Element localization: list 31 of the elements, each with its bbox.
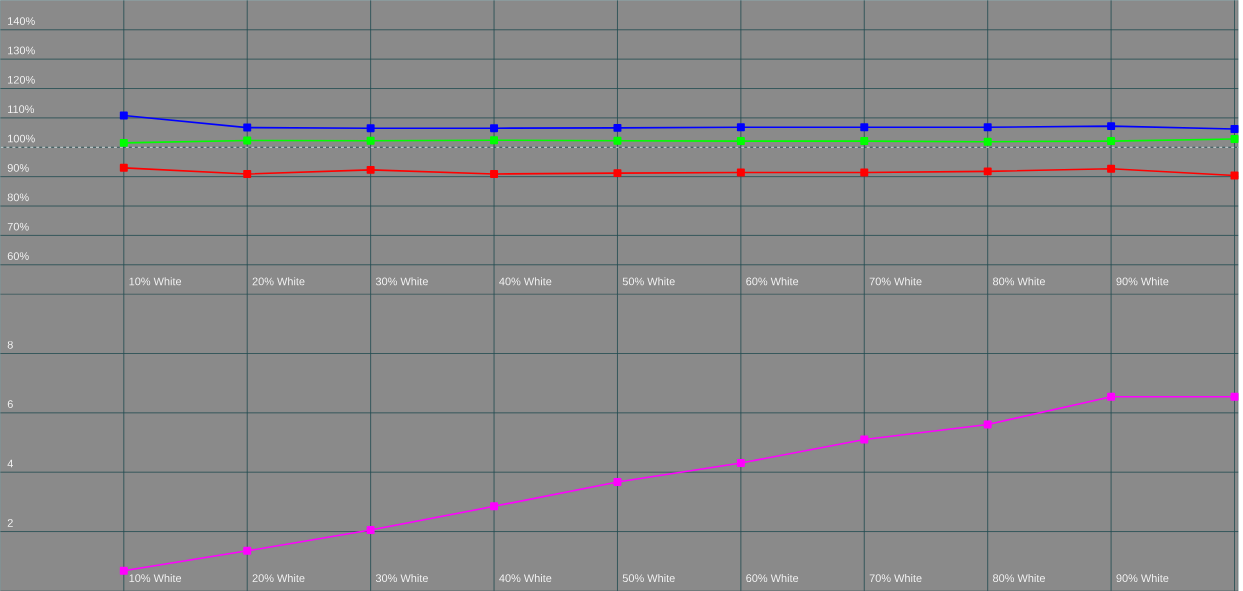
x-tick-label: 10% White xyxy=(129,573,182,582)
x-tick-label: 30% White xyxy=(375,573,428,582)
x-tick-label: 50% White xyxy=(622,573,675,582)
y-tick-label: 2 xyxy=(7,518,13,527)
x-tick-label: 80% White xyxy=(993,573,1045,582)
y-tick-label: 8 xyxy=(7,340,13,349)
x-tick-label: 40% White xyxy=(499,573,552,582)
x-tick-label: 40% White xyxy=(499,277,552,286)
x-tick-label: 70% White xyxy=(869,573,922,582)
y-tick-label: 70% xyxy=(7,222,29,231)
y-tick-label: 100% xyxy=(8,134,35,143)
x-tick-label: 20% White xyxy=(252,277,305,286)
y-tick-label: 130% xyxy=(8,46,35,55)
x-tick-label: 90% White xyxy=(1116,573,1169,582)
y-tick-label: 80% xyxy=(7,193,29,202)
x-tick-label: 70% White xyxy=(869,277,922,286)
y-tick-label: 110% xyxy=(8,105,35,113)
x-tick-label: 10% White xyxy=(129,277,182,286)
x-tick-label: 30% White xyxy=(375,277,428,286)
x-tick-label: 90% White xyxy=(1116,277,1169,286)
y-tick-label: 4 xyxy=(7,459,13,468)
y-tick-label: 6 xyxy=(7,400,13,408)
x-tick-label: 20% White xyxy=(252,573,305,582)
y-tick-label: 60% xyxy=(7,252,29,260)
x-tick-label: 60% White xyxy=(746,277,799,286)
y-tick-label: 120% xyxy=(8,75,35,84)
x-tick-label: 80% White xyxy=(993,277,1045,286)
y-tick-label: 90% xyxy=(7,163,29,172)
x-tick-label: 50% White xyxy=(622,277,675,286)
x-tick-label: 60% White xyxy=(746,573,799,582)
y-tick-label: 140% xyxy=(8,17,35,25)
